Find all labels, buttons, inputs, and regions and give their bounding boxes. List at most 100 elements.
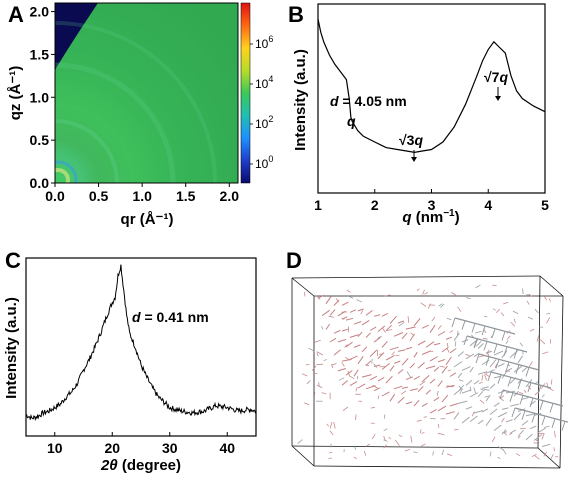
lamellar-chain: [421, 324, 429, 329]
lamellar-chain: [473, 352, 480, 358]
solvent-fragment: [302, 373, 308, 377]
solvent-fragment: [391, 351, 395, 356]
lamellar-chain: [353, 321, 362, 325]
solvent-fragment: [534, 391, 539, 396]
peak-label-sqrt7-q: q: [499, 69, 508, 85]
lamellar-chain: [353, 369, 359, 377]
solvent-fragment: [546, 317, 551, 324]
solvent-fragment: [459, 389, 463, 395]
panel-c: C 10 20 30 40 2θ (degree) Intensity (a.u.) …: [3, 248, 257, 474]
solvent-fragment: [308, 347, 315, 352]
side-chain: [521, 410, 526, 420]
solvent-fragment: [476, 341, 482, 347]
x-axis-label-b-q: q: [402, 209, 411, 226]
lamellar-chain: [337, 338, 347, 343]
box-edge: [291, 277, 315, 297]
solvent-fragment: [398, 434, 403, 438]
lamellar-chain: [525, 379, 533, 388]
gisaxs-heatmap: [55, 3, 238, 183]
side-chain: [475, 353, 480, 364]
lamellar-chain: [373, 336, 381, 343]
heatmap-ring-inner: [55, 160, 78, 183]
solvent-fragment: [321, 392, 327, 395]
lamellar-chain: [501, 429, 507, 435]
lamellar-chain: [341, 301, 349, 306]
solvent-fragment: [551, 379, 553, 385]
lamellar-chain: [325, 296, 332, 305]
lamellar-chain: [453, 412, 460, 420]
solvent-fragment: [510, 321, 516, 327]
lamellar-chain: [509, 352, 516, 358]
lamellar-chain: [345, 370, 353, 376]
solvent-fragment: [329, 421, 333, 429]
lamellar-chain: [405, 326, 416, 330]
solvent-fragment: [424, 291, 429, 295]
side-chain: [501, 331, 506, 341]
lamellar-chain: [457, 372, 463, 379]
solvent-fragment: [544, 425, 550, 428]
panel-label-d: D: [286, 248, 302, 273]
solvent-fragment: [297, 439, 303, 445]
x-ticks-c: 10 20 30 40: [47, 432, 235, 456]
lamellar-chain: [345, 341, 353, 348]
solvent-fragment: [321, 326, 324, 330]
solvent-fragment: [454, 341, 457, 347]
lamellar-chain: [453, 332, 460, 341]
solvent-fragment: [372, 384, 379, 389]
x-tick-label-b: 1: [314, 197, 322, 213]
solvent-fragment: [413, 451, 418, 454]
lamellar-chain: [481, 386, 489, 389]
peak-label-sqrt7: √7: [484, 69, 500, 85]
side-chain: [485, 356, 490, 366]
lamellar-chain: [333, 299, 340, 306]
solvent-fragment: [526, 300, 530, 305]
solvent-fragment: [506, 364, 511, 366]
solvent-fragment: [423, 416, 427, 418]
lamellar-chain: [485, 417, 492, 427]
side-chain: [483, 341, 488, 351]
solvent-fragment: [326, 423, 330, 427]
lamellar-chain: [317, 294, 324, 299]
lamellar-chain: [329, 337, 337, 343]
lamellar-chain: [373, 387, 381, 392]
aligned-backbone: [454, 317, 516, 335]
solvent-fragment: [346, 289, 351, 293]
colorbar-tick-label: 100: [255, 154, 273, 171]
lamellar-chain: [333, 349, 341, 356]
plot-frame-c: [25, 257, 257, 437]
heatmap-tint: [55, 3, 238, 183]
lamellar-chain: [473, 380, 480, 385]
lamellar-chain: [429, 324, 436, 333]
colorbar-tick-label: 102: [255, 114, 273, 131]
solvent-fragment: [422, 289, 425, 295]
x-axis-label-b: q (nm−1): [402, 208, 459, 226]
lamellar-chain: [413, 375, 420, 380]
lamellar-chain: [505, 367, 513, 372]
solvent-fragment: [539, 326, 544, 328]
aligned-backbone: [478, 353, 540, 371]
molecule-fragments: [297, 284, 568, 460]
lamellar-chain: [429, 378, 436, 384]
lamellar-chain: [381, 312, 389, 317]
side-chain: [527, 382, 532, 392]
solvent-fragment: [516, 453, 521, 457]
lamellar-chain: [389, 393, 396, 402]
solvent-fragment: [401, 390, 407, 395]
lamellar-chain: [493, 402, 500, 407]
solvent-fragment: [388, 436, 392, 440]
aligned-backbone: [490, 371, 552, 389]
x-axis-label-a: qr (Å⁻¹): [121, 211, 174, 228]
lamellar-chain: [505, 419, 513, 423]
solvent-fragment: [311, 365, 317, 371]
solvent-fragment: [543, 451, 548, 457]
solvent-fragment: [497, 456, 501, 459]
lamellar-chain: [409, 388, 418, 391]
box-edge: [291, 445, 539, 449]
d-symbol-c: d: [132, 309, 141, 325]
lamellar-chain: [449, 348, 457, 354]
x-tick-label-a: 2.0: [220, 188, 240, 204]
lamellar-chain: [357, 356, 364, 365]
solvent-fragment: [316, 352, 319, 357]
lamellar-chain: [349, 381, 358, 387]
lamellar-chain: [377, 377, 385, 382]
